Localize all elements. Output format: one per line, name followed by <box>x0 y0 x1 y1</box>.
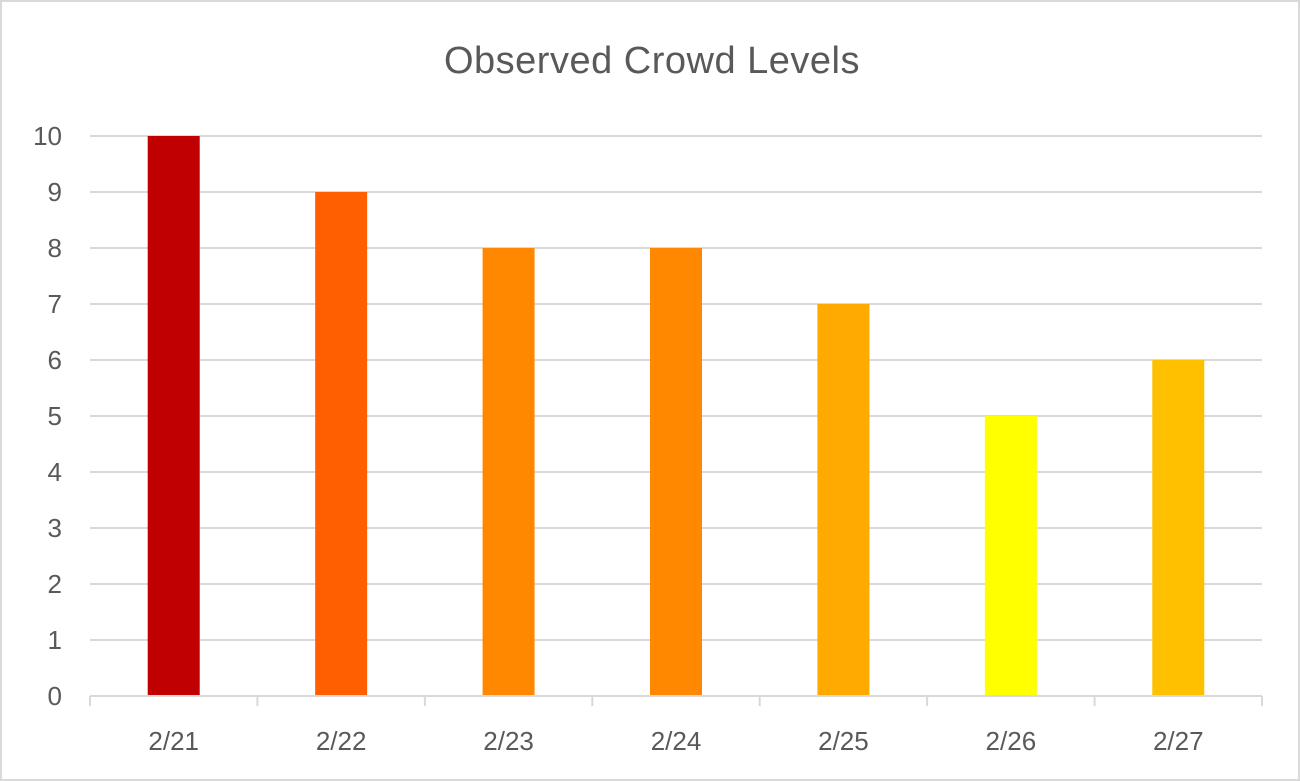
y-tick-label: 8 <box>48 233 62 263</box>
x-tick-label: 2/22 <box>316 726 367 756</box>
x-tick-label: 2/26 <box>986 726 1037 756</box>
y-tick-label: 2 <box>48 569 62 599</box>
x-tick-label: 2/25 <box>818 726 869 756</box>
x-axis-tick-labels: 2/21 2/22 2/23 2/24 2/25 2/26 2/27 <box>148 726 1203 756</box>
y-tick-label: 5 <box>48 401 62 431</box>
y-tick-label: 10 <box>33 121 62 151</box>
x-tick-label: 2/23 <box>483 726 534 756</box>
bar-2-22 <box>315 192 368 696</box>
y-tick-label: 4 <box>48 457 62 487</box>
x-tick-label: 2/24 <box>651 726 702 756</box>
y-tick-label: 6 <box>48 345 62 375</box>
y-tick-label: 9 <box>48 177 62 207</box>
chart-title: Observed Crowd Levels <box>443 40 860 82</box>
bar-2-26 <box>984 416 1037 696</box>
bar-2-23 <box>482 248 535 696</box>
y-tick-label: 0 <box>48 681 62 711</box>
y-tick-label: 3 <box>48 513 62 543</box>
bar-2-21 <box>147 136 200 696</box>
bar-2-24 <box>650 248 702 696</box>
y-tick-label: 1 <box>48 625 62 655</box>
x-axis <box>89 695 1263 706</box>
bars <box>147 136 1205 696</box>
y-axis-tick-labels: 0 1 2 3 4 5 6 7 8 9 10 <box>33 121 62 711</box>
y-tick-label: 7 <box>48 289 62 319</box>
x-tick-label: 2/27 <box>1153 726 1204 756</box>
bar-2-25 <box>817 304 870 696</box>
x-tick-label: 2/21 <box>148 726 199 756</box>
bar-2-27 <box>1152 360 1205 696</box>
